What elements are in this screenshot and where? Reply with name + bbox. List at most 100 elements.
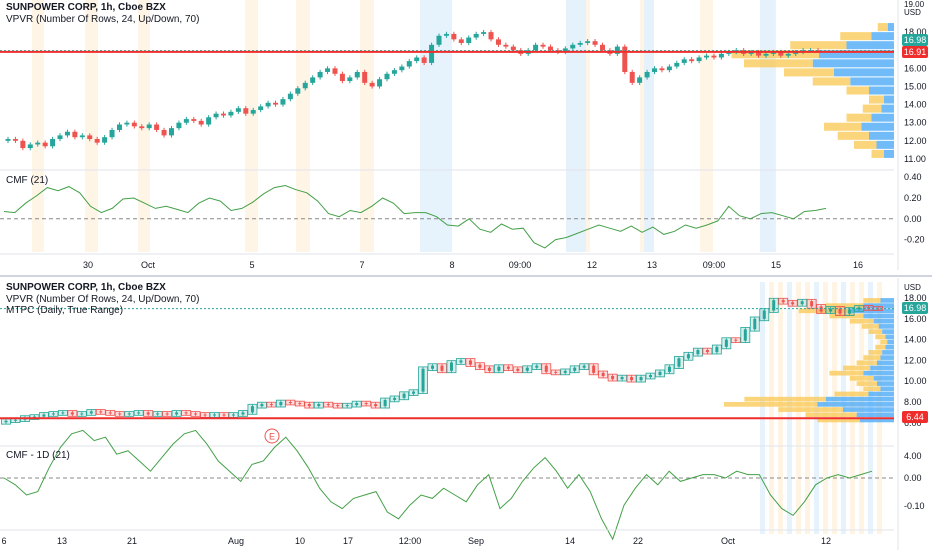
- top-session-band-3: [245, 0, 258, 252]
- bottom-session-band: [760, 282, 765, 534]
- bottom-vp-down-bar: [873, 376, 894, 381]
- bottom-x-tick-label-8: 14: [565, 536, 575, 546]
- top-candle-body: [228, 111, 234, 116]
- top-candle-body: [711, 55, 717, 58]
- top-candle-body: [704, 55, 710, 58]
- top-candle-body: [785, 53, 791, 56]
- top-candle-body: [287, 93, 293, 100]
- top-vp-up-bar: [877, 23, 888, 32]
- bottom-candle-body: [336, 405, 340, 407]
- top-candle-body: [362, 71, 368, 83]
- top-candle-body: [347, 77, 353, 82]
- bottom-vp-up-bar: [868, 329, 883, 334]
- top-highlight-band-1: [566, 0, 586, 252]
- top-candle-body: [206, 117, 212, 125]
- bottom-vp-up-bar: [849, 376, 874, 381]
- bottom-cmf-tick-label-0: 4.00: [904, 451, 922, 461]
- top-vp-up-bar: [744, 59, 813, 68]
- top-vp-up-bar: [837, 131, 869, 140]
- top-candle-body: [295, 88, 301, 94]
- bottom-candle-body: [630, 377, 634, 381]
- bottom-x-tick-label-6: 12:00: [399, 536, 422, 546]
- top-vp-down-bar: [834, 68, 894, 77]
- bottom-vp-down-bar: [877, 381, 894, 386]
- top-candle-body: [57, 135, 63, 140]
- bottom-candle-body: [743, 329, 747, 341]
- bottom-vp-down-bar: [877, 360, 894, 366]
- top-candle-body: [778, 52, 784, 56]
- top-candle-body: [599, 44, 605, 51]
- top-vp-up-bar: [854, 140, 877, 149]
- top-vp-down-bar: [846, 41, 894, 50]
- top-y-tick-label-7: 18.00: [904, 27, 927, 37]
- bottom-vp-up-bar: [805, 412, 857, 418]
- bottom-candle-body: [582, 365, 586, 368]
- bottom-currency-label: USD: [904, 283, 921, 292]
- top-candle-body: [161, 129, 167, 136]
- bottom-candle-body: [213, 414, 217, 416]
- bottom-candle-body: [705, 350, 709, 353]
- top-candle-body: [124, 122, 130, 125]
- top-candle-body: [481, 32, 487, 34]
- top-candle-body: [369, 82, 375, 87]
- bottom-vp-up-bar: [778, 407, 843, 412]
- bottom-cmf-tick-label-2: -0.10: [904, 501, 925, 511]
- bottom-vp-down-bar: [882, 350, 894, 355]
- bottom-vp-up-bar: [880, 339, 888, 345]
- bottom-vp-down-bar: [870, 365, 894, 371]
- top-candle-body: [243, 108, 249, 114]
- bottom-candle-body: [402, 393, 406, 398]
- top-vp-up-bar: [812, 77, 851, 86]
- top-cmf-tick-label-1: 0.20: [904, 193, 922, 203]
- bottom-mtpc-label: MTPC (Daily, True Range): [6, 305, 124, 316]
- bottom-candle-body: [184, 412, 188, 414]
- top-candle-body: [473, 33, 479, 38]
- top-vp-up-bar: [840, 32, 872, 41]
- bottom-x-tick-label-7: Sep: [468, 536, 484, 546]
- top-candle-body: [488, 32, 494, 40]
- top-x-tick-label-9: 15: [771, 260, 781, 270]
- top-cmf-tick-label-2: 0.00: [904, 214, 922, 224]
- top-vp-down-bar: [876, 140, 894, 149]
- bottom-vp-up-bar: [868, 350, 883, 355]
- bottom-candle-body: [724, 339, 728, 347]
- bottom-candle-body: [345, 405, 349, 407]
- top-vp-down-bar: [861, 122, 894, 131]
- bottom-candle-body: [431, 365, 435, 369]
- top-session-band-1: [85, 0, 98, 252]
- top-candle-body: [50, 139, 56, 147]
- top-y-tick-label-2: 13.00: [904, 118, 927, 128]
- top-candle-body: [5, 139, 11, 141]
- bottom-candle-body: [412, 391, 416, 394]
- bottom-candle-body: [260, 404, 264, 407]
- bottom-vp-down-bar: [863, 303, 894, 308]
- top-candle-body: [666, 66, 672, 71]
- bottom-vp-up-bar: [724, 402, 818, 407]
- bottom-candle-body: [61, 412, 65, 414]
- bottom-candle-body: [649, 374, 653, 378]
- top-candle-body: [414, 57, 420, 62]
- bottom-x-tick-label-2: 21: [127, 536, 137, 546]
- top-x-tick-label-6: 12: [587, 260, 597, 270]
- bottom-vp-down-bar: [882, 329, 894, 334]
- bottom-vp-up-bar: [834, 391, 869, 397]
- bottom-candle-body: [573, 367, 577, 371]
- bottom-vp-down-bar: [887, 339, 894, 345]
- bottom-candle-body: [51, 413, 55, 415]
- top-session-band-4: [296, 0, 310, 252]
- top-candle-body: [79, 135, 85, 138]
- bottom-candle-body: [791, 302, 795, 305]
- bottom-vp-up-bar: [826, 303, 864, 308]
- top-candle-body: [317, 71, 323, 78]
- top-vp-down-bar: [887, 23, 894, 32]
- bottom-candle-body: [829, 308, 833, 312]
- bottom-candle-body: [620, 377, 624, 380]
- top-candle-body: [391, 70, 397, 74]
- bottom-candle-body: [241, 412, 245, 415]
- bottom-candle-body: [231, 414, 235, 416]
- bottom-y-tick-label-6: 18.00: [904, 293, 927, 303]
- top-candle-body: [310, 77, 316, 83]
- bottom-candle-body: [175, 412, 179, 415]
- bottom-candle-body: [516, 368, 520, 371]
